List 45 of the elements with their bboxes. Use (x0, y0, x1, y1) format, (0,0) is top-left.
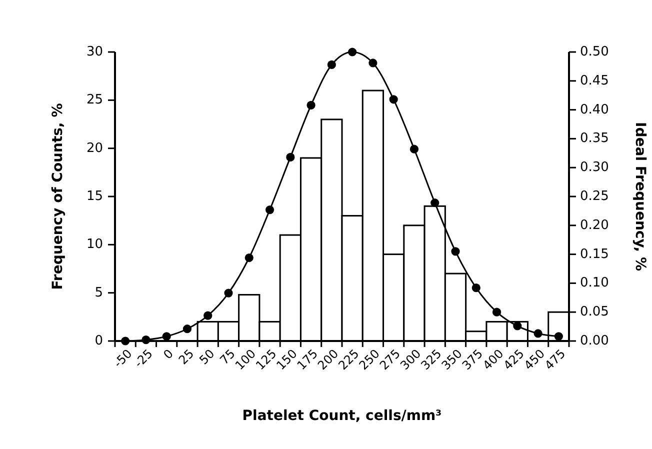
point (204, 311, 212, 320)
y-tick-label: 20 (86, 140, 103, 156)
y2-tick-label: 0.10 (580, 276, 609, 291)
y2-tick-label: 0.30 (580, 160, 609, 176)
point (430, 198, 440, 208)
y2-tick-label: 0.35 (580, 131, 609, 146)
x-tick-label: 475 (542, 346, 568, 373)
y2-tick-label: 0.25 (580, 189, 609, 204)
y2-tick-label: 0.45 (580, 73, 609, 88)
point (534, 329, 542, 338)
point (348, 48, 357, 56)
x-tick-label: 50 (196, 346, 218, 368)
point (492, 308, 502, 316)
x-tick-label: 0 (160, 346, 176, 362)
y2-tick-label: 0.15 (580, 246, 609, 262)
y-tick-label: 0 (94, 334, 103, 349)
point (306, 100, 316, 110)
point (451, 247, 460, 256)
point (410, 144, 419, 154)
y-tick-label: 30 (86, 44, 103, 60)
x-tick-label: 400 (480, 346, 506, 373)
point (182, 324, 192, 334)
y-tick-label: 5 (94, 285, 103, 300)
y2-tick-label: 0.05 (580, 304, 609, 320)
point (389, 95, 398, 104)
point (162, 332, 171, 341)
point (224, 288, 233, 298)
point (472, 284, 480, 292)
y-tick-label: 15 (86, 189, 103, 204)
y2-tick-label: 0.40 (580, 102, 609, 118)
y-axis-title: Frequency of Counts, % (50, 103, 66, 290)
y-tick-label: 25 (86, 92, 103, 108)
x-axis-title: Platelet Count, cells/mm³ (242, 408, 442, 424)
point (265, 205, 274, 214)
point (327, 60, 336, 70)
point (368, 58, 378, 68)
y-tick-label: 10 (86, 237, 103, 252)
point (286, 152, 295, 162)
y2-tick-label: 0.20 (580, 218, 609, 233)
point (554, 332, 563, 341)
point (244, 253, 254, 262)
x-tick-label: 25 (176, 346, 197, 368)
y2-tick-label: 0.00 (580, 334, 609, 349)
y2-tick-label: 0.50 (580, 44, 609, 60)
y2-axis-title: Ideal Frequency, % (632, 122, 648, 271)
